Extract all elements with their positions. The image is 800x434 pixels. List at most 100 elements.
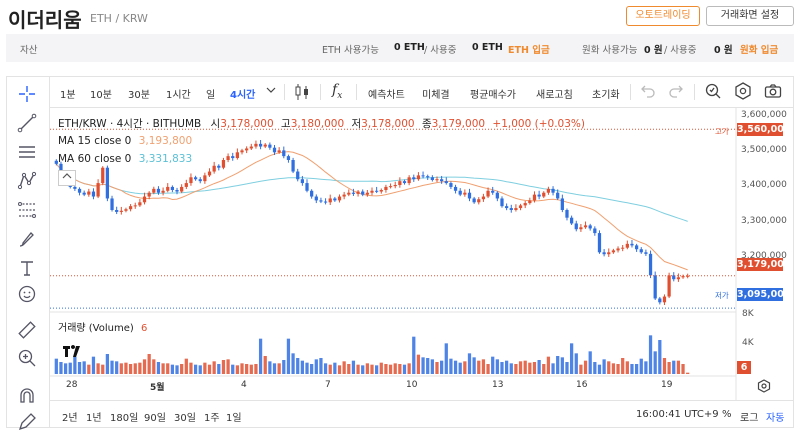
reset-button[interactable]: 초기화 xyxy=(592,90,620,101)
candle-body xyxy=(207,171,212,176)
candle-body xyxy=(593,228,597,234)
candle-type-icon[interactable] xyxy=(294,83,310,104)
candle-body xyxy=(509,208,513,210)
candle-body xyxy=(305,183,309,191)
horizontal-lines-icon[interactable] xyxy=(16,142,38,164)
camera-icon[interactable] xyxy=(764,82,782,103)
range-90d[interactable]: 90일 xyxy=(144,413,166,424)
volume-bar xyxy=(115,361,119,374)
volume-bar xyxy=(518,361,523,374)
range-1y[interactable]: 1년 xyxy=(86,413,102,424)
trend-line-icon[interactable] xyxy=(16,113,38,135)
candle-body xyxy=(569,217,574,224)
candle-body xyxy=(546,188,551,193)
candle-body xyxy=(607,252,611,255)
volume-current-box: 6 xyxy=(737,361,751,374)
candle-body xyxy=(625,243,629,248)
percent-toggle[interactable]: % xyxy=(722,409,732,420)
auto-toggle[interactable]: 자동 xyxy=(766,413,785,424)
magnet-icon[interactable] xyxy=(16,386,38,408)
range-1d[interactable]: 1일 xyxy=(226,413,242,424)
volume-bar xyxy=(87,364,91,374)
eth-deposit-link[interactable]: ETH 입금 xyxy=(508,45,550,56)
candle-body xyxy=(402,181,407,184)
range-2y[interactable]: 2년 xyxy=(62,413,78,424)
emoji-icon[interactable] xyxy=(16,284,38,306)
krw-deposit-link[interactable]: 원화 입금 xyxy=(740,45,779,56)
candle-body xyxy=(96,183,100,197)
candle-body xyxy=(310,190,314,197)
candle-body xyxy=(444,181,448,184)
avg-price-button[interactable]: 평균매수가 xyxy=(470,90,516,101)
interval-10m[interactable]: 10분 xyxy=(90,90,112,101)
ruler-icon[interactable] xyxy=(16,320,38,342)
pattern-icon[interactable] xyxy=(16,171,38,193)
candle-body xyxy=(375,190,379,192)
volume-bar xyxy=(412,336,416,374)
range-180d[interactable]: 180일 xyxy=(110,413,139,424)
trade-settings-button[interactable]: 거래화면 설정 xyxy=(706,6,794,26)
volume-bar xyxy=(686,372,690,374)
volume-bar xyxy=(463,361,467,374)
candle-body xyxy=(630,243,634,246)
volume-bar xyxy=(175,365,179,374)
candle-body xyxy=(505,206,509,209)
candle-body xyxy=(579,227,583,230)
zoom-in-icon[interactable] xyxy=(16,348,38,370)
fib-retracement-icon[interactable] xyxy=(16,200,38,222)
auto-trading-button[interactable]: 오토트레이딩 xyxy=(626,6,700,26)
interval-day[interactable]: 일 xyxy=(206,90,216,101)
candle-body xyxy=(337,196,342,201)
refresh-button[interactable]: 새로고침 xyxy=(536,90,573,101)
volume-bar xyxy=(440,360,444,374)
date-label: 19 xyxy=(661,380,673,390)
volume-bar xyxy=(235,365,239,374)
volume-bar xyxy=(379,362,383,374)
volume-bar xyxy=(300,360,304,374)
candle-body xyxy=(272,147,277,153)
volume-legend: 거래량 (Volume) 6 xyxy=(58,319,147,334)
unfilled-orders-button[interactable]: 미체결 xyxy=(422,90,450,101)
undo-icon[interactable] xyxy=(640,84,656,101)
volume-bar xyxy=(565,362,569,374)
indicator-fx-icon[interactable]: fx xyxy=(332,82,342,101)
axis-settings-icon[interactable] xyxy=(757,378,771,397)
crosshair-icon[interactable] xyxy=(16,84,38,106)
range-1w[interactable]: 1주 xyxy=(204,413,220,424)
candle-body xyxy=(537,194,541,197)
text-tool-icon[interactable] xyxy=(16,258,38,280)
interval-1h[interactable]: 1시간 xyxy=(166,90,191,101)
legend-collapse-icon[interactable] xyxy=(58,170,76,186)
volume-bar xyxy=(170,364,175,374)
interval-4h[interactable]: 4시간 xyxy=(230,90,256,101)
volume-bar xyxy=(161,363,165,374)
candle-body xyxy=(319,200,323,202)
candle-body xyxy=(440,179,444,182)
chevron-down-icon[interactable] xyxy=(266,84,276,99)
redo-icon[interactable] xyxy=(668,84,684,101)
candle-body xyxy=(240,150,244,153)
candle-body xyxy=(101,167,105,184)
forecast-chart-button[interactable]: 예측차트 xyxy=(368,90,405,101)
volume-bar xyxy=(616,364,620,374)
brush-icon[interactable] xyxy=(16,229,38,251)
candle-body xyxy=(551,188,555,193)
volume-bar xyxy=(546,356,551,374)
interval-1m[interactable]: 1분 xyxy=(60,90,76,101)
candle-body xyxy=(416,175,421,180)
candle-body xyxy=(532,194,537,201)
volume-bar xyxy=(207,364,212,374)
pencil-icon[interactable] xyxy=(16,412,38,434)
candle-body xyxy=(258,143,263,147)
volume-bar xyxy=(569,343,574,374)
range-30d[interactable]: 30일 xyxy=(174,413,196,424)
candle-body xyxy=(458,190,462,195)
volume-bar xyxy=(416,354,421,374)
quick-search-icon[interactable] xyxy=(704,82,722,103)
log-toggle[interactable]: 로그 xyxy=(740,413,759,424)
interval-30m[interactable]: 30분 xyxy=(128,90,150,101)
settings-gear-icon[interactable] xyxy=(734,82,752,103)
candle-body xyxy=(421,175,425,177)
candle-body xyxy=(481,196,486,200)
